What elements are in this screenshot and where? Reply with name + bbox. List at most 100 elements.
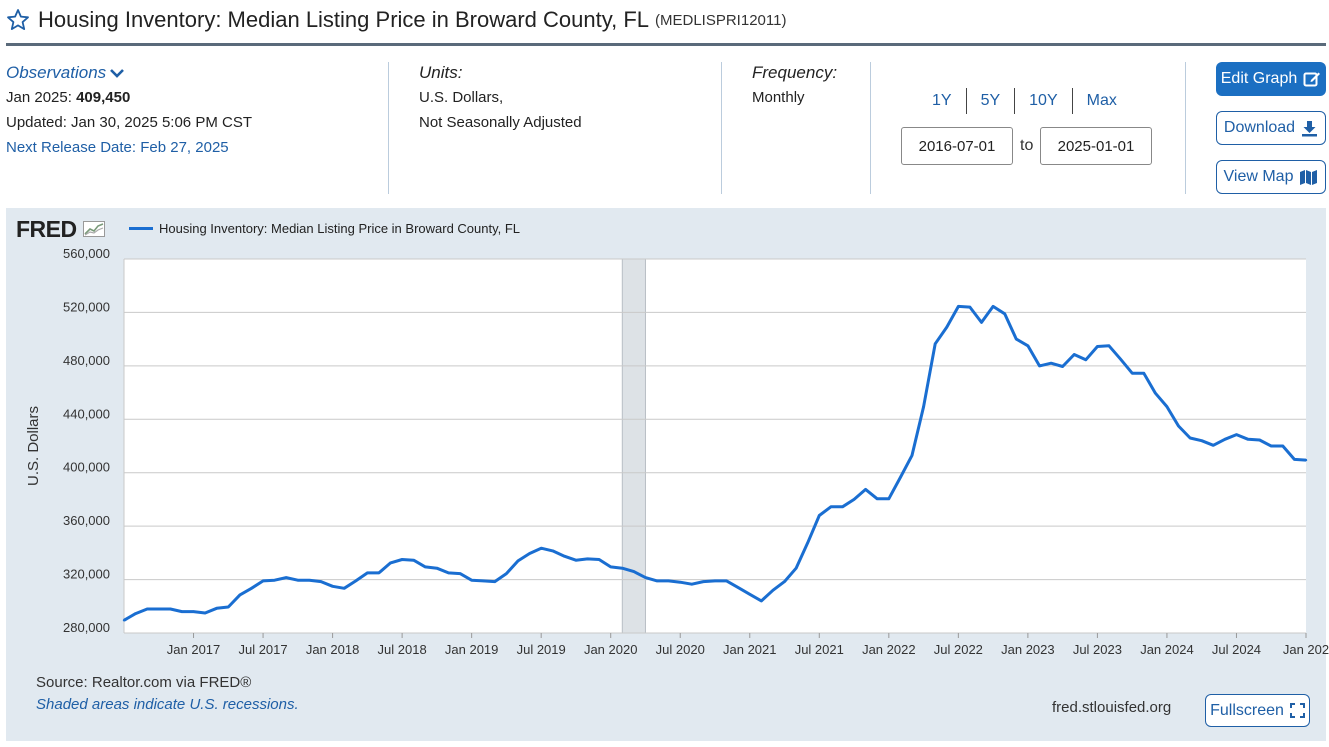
data-point xyxy=(1270,444,1273,448)
data-point xyxy=(470,579,473,582)
fullscreen-button[interactable]: Fullscreen xyxy=(1205,694,1310,727)
y-tick-label: 400,000 xyxy=(63,460,110,475)
units-line1: U.S. Dollars, xyxy=(419,89,504,106)
data-point xyxy=(922,405,925,408)
data-point xyxy=(551,549,554,553)
data-point xyxy=(887,497,891,500)
x-tick-label: Jul 2019 xyxy=(517,642,566,657)
download-icon xyxy=(1302,120,1318,136)
source-text: Source: Realtor.com via FRED® xyxy=(36,674,252,691)
data-point xyxy=(910,454,914,457)
data-point xyxy=(1073,353,1076,356)
data-point xyxy=(1119,357,1122,361)
data-point xyxy=(366,571,369,575)
data-point xyxy=(586,557,589,561)
data-point xyxy=(516,559,520,563)
data-point xyxy=(968,305,972,309)
edit-graph-button[interactable]: Edit Graph xyxy=(1216,62,1326,96)
data-point xyxy=(667,579,670,583)
y-tick-label: 320,000 xyxy=(63,567,110,582)
data-point xyxy=(134,612,137,615)
units-panel: Units: U.S. Dollars, Not Seasonally Adju… xyxy=(419,60,582,135)
data-point xyxy=(377,571,381,575)
view-map-label: View Map xyxy=(1223,168,1294,185)
data-point xyxy=(1200,439,1203,442)
data-point xyxy=(1015,337,1018,341)
data-point xyxy=(180,610,184,613)
data-point xyxy=(621,567,624,570)
data-point xyxy=(458,572,462,575)
data-point xyxy=(574,559,578,562)
x-tick-label: Jan 2019 xyxy=(445,642,499,657)
data-point xyxy=(702,580,705,583)
observations-toggle[interactable]: Observations xyxy=(6,60,252,85)
data-point xyxy=(829,505,833,508)
data-point xyxy=(679,581,682,584)
data-point xyxy=(899,476,902,479)
data-point xyxy=(771,589,775,592)
y-tick-label: 480,000 xyxy=(63,353,110,368)
star-icon[interactable] xyxy=(6,8,30,32)
chart-legend: Housing Inventory: Median Listing Price … xyxy=(129,221,520,236)
start-date-input[interactable]: 2016-07-01 xyxy=(901,127,1013,165)
data-point xyxy=(1293,458,1296,461)
data-point xyxy=(354,579,357,583)
data-point xyxy=(122,619,126,622)
download-label: Download xyxy=(1223,119,1296,136)
fred-logo: FRED xyxy=(16,216,105,243)
range-5y-button[interactable]: 5Y xyxy=(967,88,1016,114)
data-point xyxy=(736,586,740,589)
data-point xyxy=(563,554,566,558)
data-point xyxy=(250,587,253,590)
x-tick-label: Jul 2020 xyxy=(656,642,705,657)
range-max-button[interactable]: Max xyxy=(1086,92,1117,109)
data-point xyxy=(389,561,392,565)
download-button[interactable]: Download xyxy=(1216,111,1326,145)
next-release-link[interactable]: Next Release Date: Feb 27, 2025 xyxy=(6,139,229,156)
data-point xyxy=(609,565,612,569)
column-divider xyxy=(870,62,871,194)
data-point xyxy=(505,572,508,575)
data-point xyxy=(991,305,995,308)
series-code: (MEDLISPRI12011) xyxy=(655,11,787,29)
frequency-panel: Frequency: Monthly xyxy=(752,60,837,110)
range-1y-button[interactable]: 1Y xyxy=(918,88,967,114)
range-10y-button[interactable]: 10Y xyxy=(1015,88,1073,114)
data-point xyxy=(192,610,195,613)
data-point xyxy=(852,498,856,501)
page-title: Housing Inventory: Median Listing Price … xyxy=(38,7,649,32)
updated-text: Updated: Jan 30, 2025 5:06 PM CST xyxy=(6,114,252,131)
data-point xyxy=(1177,424,1180,428)
y-tick-label: 280,000 xyxy=(63,620,110,635)
data-point xyxy=(157,607,160,611)
x-tick-label: Jan 2021 xyxy=(723,642,777,657)
data-point xyxy=(1212,444,1215,447)
data-point xyxy=(493,580,497,583)
fred-logo-graph-icon xyxy=(82,221,105,237)
x-tick-label: Jan 2022 xyxy=(862,642,916,657)
recession-note: Shaded areas indicate U.S. recessions. xyxy=(36,696,299,713)
data-point xyxy=(725,579,728,583)
data-point xyxy=(285,576,288,579)
data-point xyxy=(1003,312,1006,315)
data-point xyxy=(424,565,427,569)
y-axis-label: U.S. Dollars xyxy=(25,406,42,486)
observations-link[interactable]: Observations xyxy=(6,63,107,82)
data-point xyxy=(261,579,265,583)
y-tick-label: 360,000 xyxy=(63,513,110,528)
data-point xyxy=(447,571,450,575)
title-bar: Housing Inventory: Median Listing Price … xyxy=(6,4,786,36)
column-divider xyxy=(721,62,722,194)
data-point xyxy=(1084,358,1088,362)
view-map-button[interactable]: View Map xyxy=(1216,160,1326,194)
x-tick-label: Jan 202 xyxy=(1283,642,1329,657)
end-date-input[interactable]: 2025-01-01 xyxy=(1040,127,1152,165)
data-point xyxy=(1188,436,1192,440)
plot-area xyxy=(124,259,1306,633)
data-point xyxy=(400,558,404,561)
x-tick-label: Jul 2018 xyxy=(378,642,427,657)
data-point xyxy=(1107,344,1111,348)
data-point xyxy=(482,579,485,583)
data-point xyxy=(1246,438,1250,441)
